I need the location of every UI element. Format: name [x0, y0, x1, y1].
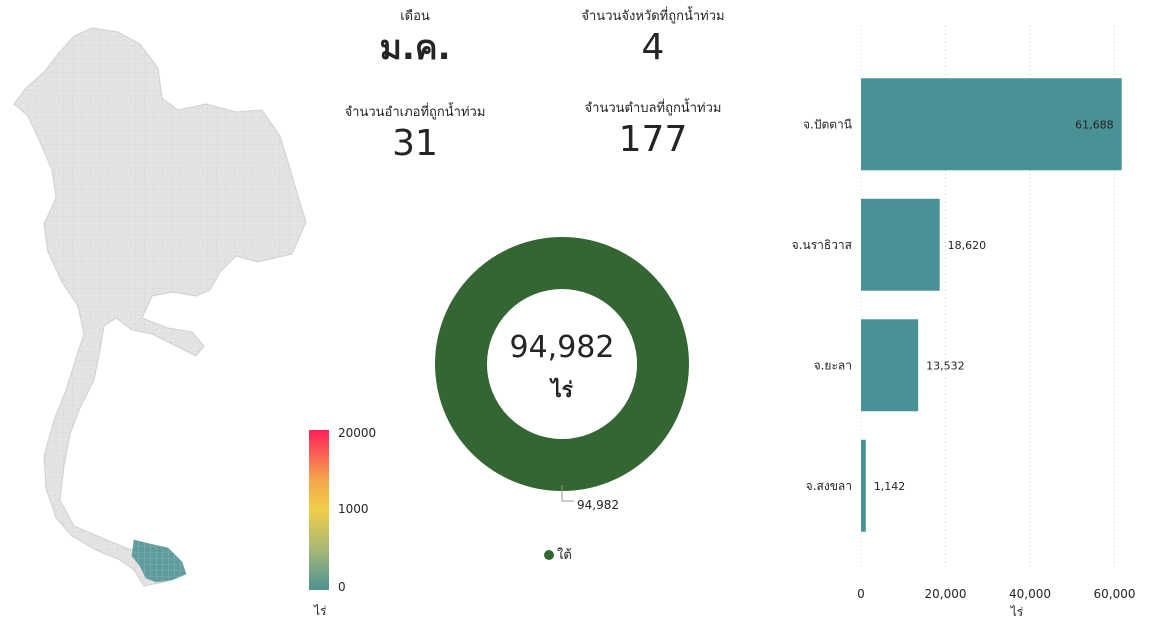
bar-3[interactable]: [861, 439, 866, 532]
legend-tick-min: 0: [338, 580, 346, 594]
category-label-0: จ.ปัตตานี: [803, 117, 852, 131]
x-tick-label-1: 20,000: [925, 587, 967, 601]
category-label-2: จ.ยะลา: [814, 358, 852, 372]
kpi-districts-label: จำนวนอำเภอที่ถูกน้ำท่วม: [344, 105, 486, 120]
kpi-card-month[interactable]: เดือน ม.ค.: [305, 8, 525, 70]
donut-center-value: 94,982: [509, 330, 615, 365]
donut-slice-south[interactable]: [435, 237, 689, 491]
kpi-subdistricts-label: จำนวนตำบลที่ถูกน้ำท่วม: [584, 101, 722, 116]
bar-value-label-0: 61,688: [1075, 118, 1114, 131]
kpi-provinces-label: จำนวนจังหวัดที่ถูกน้ำท่วม: [581, 9, 725, 24]
bar-value-label-3: 1,142: [874, 480, 906, 493]
kpi-card-subdistricts[interactable]: จำนวนตำบลที่ถูกน้ำท่วม 177: [543, 100, 763, 162]
map-color-legend: 20000 1000 0 ไร่: [300, 424, 390, 624]
x-tick-label-3: 60,000: [1094, 587, 1136, 601]
province-bar-chart[interactable]: 0 20,000 40,000 60,000 ไร่ จ.ปัตตานี 61,688 จ.น…: [760, 20, 1145, 620]
category-label-3: จ.สงขลา: [806, 479, 852, 493]
flooded-region-south: [131, 539, 187, 583]
donut-legend-label: ใต้: [557, 548, 572, 563]
donut-legend-swatch: [544, 549, 554, 560]
thailand-map-shape[interactable]: [0, 0, 320, 625]
kpi-card-provinces[interactable]: จำนวนจังหวัดที่ถูกน้ำท่วม 4: [543, 8, 763, 70]
legend-unit: ไร่: [314, 604, 327, 618]
thailand-flood-map[interactable]: 20000 1000 0 ไร่: [0, 0, 376, 625]
bar-value-label-1: 18,620: [948, 239, 987, 252]
bar-0[interactable]: [861, 78, 1122, 171]
kpi-month-value: ม.ค.: [379, 28, 451, 68]
bar-2[interactable]: [861, 319, 919, 412]
legend-tick-mid: 1000: [338, 502, 369, 516]
category-label-1: จ.นราธิวาส: [792, 238, 853, 252]
x-axis-title: ไร่: [1010, 605, 1024, 619]
kpi-month-label: เดือน: [400, 9, 430, 24]
donut-chart[interactable]: [420, 220, 720, 520]
legend-tick-max: 20000: [338, 426, 377, 440]
bar-1[interactable]: [861, 198, 940, 291]
kpi-provinces-value: 4: [641, 27, 665, 68]
bar-value-label-2: 13,532: [926, 359, 965, 372]
kpi-subdistricts-value: 177: [618, 119, 688, 160]
kpi-districts-value: 31: [392, 123, 438, 164]
donut-legend[interactable]: ใต้: [544, 544, 572, 565]
donut-center-unit: ไร่: [551, 378, 573, 402]
donut-callout-line: [561, 485, 574, 502]
x-tick-label-0: 0: [857, 587, 865, 601]
color-scale-bar: [309, 430, 329, 590]
kpi-card-districts[interactable]: จำนวนอำเภอที่ถูกน้ำท่วม 31: [305, 104, 525, 166]
donut-callout-label: 94,982: [577, 498, 619, 512]
x-tick-label-2: 40,000: [1009, 587, 1051, 601]
